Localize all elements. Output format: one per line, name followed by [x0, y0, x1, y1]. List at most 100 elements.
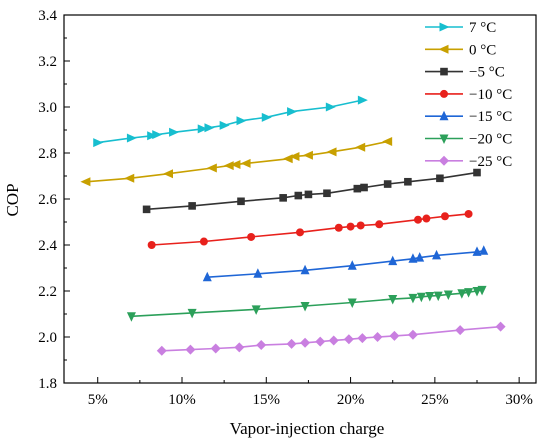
data-point: [477, 285, 487, 296]
data-point: [388, 295, 398, 305]
data-point: [185, 344, 196, 355]
data-point: [432, 249, 442, 260]
legend-label: −20 °C: [469, 132, 512, 148]
data-point: [347, 298, 357, 308]
data-point: [346, 222, 355, 231]
y-tick-label: 2.0: [38, 330, 57, 346]
legend-label: 7 °C: [469, 20, 496, 36]
data-point: [357, 333, 368, 344]
series-4: [202, 245, 489, 282]
x-tick-label: 10%: [168, 392, 196, 408]
data-point: [425, 292, 435, 302]
data-point: [323, 189, 331, 198]
data-point: [382, 137, 393, 146]
legend-swatch-marker: [439, 22, 450, 32]
data-point: [251, 305, 261, 315]
data-point: [457, 289, 467, 299]
data-point: [206, 163, 217, 173]
legend-item: −10 °C: [425, 87, 512, 103]
plot-area: [80, 95, 506, 356]
data-point: [479, 245, 489, 255]
data-point: [414, 215, 422, 224]
data-point: [389, 330, 400, 341]
data-point: [404, 177, 412, 186]
data-point: [256, 340, 267, 351]
data-point: [443, 290, 453, 300]
data-point: [408, 293, 418, 304]
legend-label: −15 °C: [469, 109, 512, 125]
y-tick-label: 3.2: [38, 54, 57, 70]
x-tick-label: 25%: [421, 392, 449, 408]
data-point: [334, 223, 343, 232]
data-point: [408, 253, 418, 263]
data-point: [289, 151, 300, 161]
data-point: [126, 312, 136, 322]
data-point: [436, 174, 444, 183]
series-5: [126, 285, 487, 322]
data-point: [302, 150, 313, 160]
data-point: [142, 205, 151, 214]
data-point: [416, 292, 426, 303]
data-point: [223, 161, 234, 171]
data-point: [315, 336, 326, 347]
legend-label: −10 °C: [469, 87, 512, 103]
data-point: [253, 268, 263, 278]
data-point: [473, 168, 481, 177]
data-point: [237, 197, 245, 206]
data-point: [300, 337, 311, 348]
legend-item: −25 °C: [425, 154, 512, 170]
data-point: [147, 241, 156, 249]
x-tick-label: 15%: [253, 392, 281, 408]
data-point: [372, 332, 383, 342]
legend-swatch-marker: [439, 110, 449, 121]
legend-item: −15 °C: [425, 109, 512, 125]
series-line: [207, 250, 484, 278]
x-tick-label: 30%: [505, 392, 533, 408]
data-point: [343, 334, 354, 345]
series-1: [80, 137, 393, 187]
y-tick-label: 2.4: [38, 238, 57, 254]
data-point: [347, 260, 357, 270]
data-point: [197, 124, 208, 134]
x-axis-title: Vapor-injection charge: [230, 419, 385, 438]
series-6: [156, 321, 506, 356]
legend-item: 0 °C: [425, 42, 496, 58]
series-line: [161, 325, 501, 352]
data-point: [163, 169, 174, 179]
data-point: [296, 228, 304, 237]
data-point: [422, 214, 431, 223]
data-point: [261, 112, 272, 122]
x-tick-label: 20%: [337, 392, 365, 408]
data-point: [219, 120, 230, 130]
data-point: [80, 177, 91, 187]
data-point: [388, 255, 398, 266]
data-point: [230, 160, 241, 169]
data-point: [199, 237, 208, 246]
data-point: [360, 183, 368, 192]
data-point: [472, 246, 482, 256]
data-point: [236, 116, 247, 126]
data-point: [304, 190, 313, 199]
data-point: [325, 102, 336, 112]
data-point: [286, 338, 297, 349]
data-point: [383, 180, 392, 188]
y-tick-label: 3.4: [38, 8, 57, 24]
data-point: [300, 264, 310, 275]
data-point: [300, 301, 310, 312]
data-point: [204, 123, 215, 133]
data-point: [210, 343, 221, 354]
x-tick-label: 5%: [88, 392, 108, 408]
data-point: [464, 209, 473, 218]
data-point: [355, 142, 366, 152]
legend-swatch-marker: [440, 89, 448, 98]
data-point: [93, 138, 104, 148]
data-point: [126, 133, 137, 143]
data-point: [415, 252, 425, 262]
data-point: [124, 173, 135, 183]
data-point: [188, 202, 196, 210]
data-point: [433, 291, 443, 302]
legend-label: −5 °C: [469, 65, 505, 81]
data-point: [326, 147, 337, 157]
y-tick-label: 1.8: [38, 376, 57, 392]
data-point: [294, 191, 303, 200]
